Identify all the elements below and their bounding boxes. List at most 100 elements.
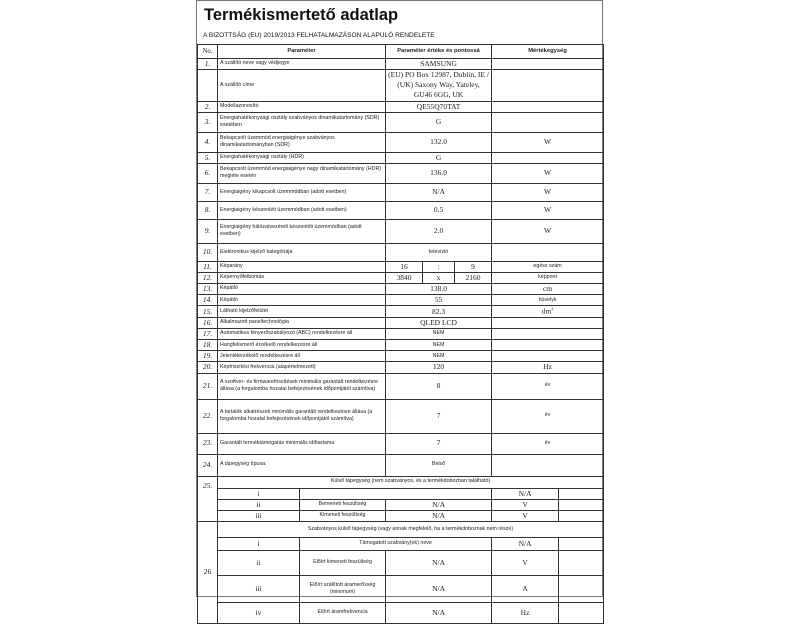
unit-cell: W xyxy=(491,218,605,244)
row-number: 19. xyxy=(197,350,218,363)
parameter-label: A szoftver- és firmwarefrissítések minim… xyxy=(216,372,387,400)
row-number: 14. xyxy=(197,294,218,307)
unit-cell: W xyxy=(491,162,605,184)
unit-cell: év xyxy=(491,398,605,434)
parameter-label: Előírt szállított áramerősség (minimum) xyxy=(298,574,387,603)
unit-label: hüvelyk xyxy=(538,296,557,303)
parameter-label: Bemeneti feszültség xyxy=(298,498,387,511)
parameter-label: Jelenlétérzékelő rendelkezésre áll xyxy=(216,350,387,363)
unit-cell: cm xyxy=(491,282,605,296)
empty-cell xyxy=(558,498,605,511)
item-index: ii xyxy=(217,549,300,576)
parameter-label: Kimeneti feszültség xyxy=(298,509,387,522)
parameter-value: 2.0 xyxy=(385,218,493,244)
section-number: 26 xyxy=(197,520,218,624)
item-index: iv xyxy=(217,601,300,624)
table-row: ii Bemeneti feszültség N/A V xyxy=(198,498,605,511)
table-row: iv Előírt áramfrekvencia N/A Hz xyxy=(198,601,605,624)
parameter-label: Energiahatékonysági osztály (HDR) xyxy=(216,151,387,164)
row-number: 16. xyxy=(197,316,218,330)
parameter-value: G xyxy=(385,111,493,133)
unit-cell xyxy=(491,100,605,113)
unit-cell xyxy=(491,339,605,352)
table-row: i N/A xyxy=(198,487,605,500)
unit-cell: N/A xyxy=(491,536,560,551)
unit-cell: Hz xyxy=(491,361,605,374)
row-number xyxy=(197,69,218,102)
parameter-value: N/A xyxy=(385,601,493,624)
header-value: Paraméter értéke és pontossá xyxy=(385,44,493,59)
parameter-label: Látható kijelzőfelület xyxy=(216,305,387,318)
row-number: 21. xyxy=(197,372,218,400)
table-row: 6. Bekapcsolt üzemmód energiaigénye nagy … xyxy=(197,162,605,184)
empty-cell xyxy=(558,601,605,624)
parameter-label: Energiaigény készenléti üzemmódban (adot… xyxy=(216,200,387,220)
empty-cell xyxy=(558,549,605,576)
unit-cell xyxy=(491,242,605,262)
parameter-value: NEM xyxy=(385,350,493,363)
parameter-label: A szállító neve vagy védjegye xyxy=(216,57,387,71)
value-part: 2160 xyxy=(454,271,493,285)
table-row: 5. Energiahatékonysági osztály (HDR) G xyxy=(197,151,605,164)
row-number: 8. xyxy=(197,200,218,220)
parameter-value: 120 xyxy=(385,361,493,374)
parameter-label: Képfrissítési frekvencia (alapértelmezet… xyxy=(216,361,387,374)
value-separator: : xyxy=(422,260,456,273)
parameter-value: 55 xyxy=(385,294,493,307)
parameter-label: Képátló xyxy=(216,294,387,307)
unit-label: W xyxy=(544,205,552,215)
parameter-value: (EU) PO Box 12987, Dublin, IE / (UK) Sax… xyxy=(385,69,493,102)
unit-cell: egész szám xyxy=(491,260,605,273)
row-number: 9. xyxy=(197,218,218,244)
row-number: 12. xyxy=(197,271,218,285)
unit-cell xyxy=(491,453,605,477)
parameter-label: Bekapcsolt üzemmód energiaigénye nagy di… xyxy=(216,162,387,184)
table-row: 11. Képarány 16:9 egész szám xyxy=(197,260,605,273)
unit-cell xyxy=(491,316,605,330)
unit-label: év xyxy=(544,412,551,419)
row-number: 22. xyxy=(197,398,218,434)
row-number: 11. xyxy=(197,260,218,273)
table-row: 20. Képfrissítési frekvencia (alapértelme… xyxy=(197,361,605,374)
table-row: 14. Képátló 55 hüvelyk xyxy=(197,294,605,307)
table-row: 13. Képátló 138.0 cm xyxy=(197,282,605,296)
section-title: Szabványos külső tápegység (vagy annak m… xyxy=(216,520,605,538)
unit-cell: képpont xyxy=(491,271,605,285)
table-row: iii Kimeneti feszültség N/A V xyxy=(198,509,605,522)
header-unit: Mértékegység xyxy=(491,44,605,59)
table-row: 19. Jelenlétérzékelő rendelkezésre áll NEM xyxy=(197,350,605,363)
parameter-value: 138.0 xyxy=(385,282,493,296)
parameter-value: QLED LCD xyxy=(385,316,493,330)
table-row: 8. Energiaigény készenléti üzemmódban (ad… xyxy=(197,200,605,220)
unit-cell: W xyxy=(491,182,605,202)
unit-cell: év xyxy=(491,432,605,455)
unit-cell xyxy=(491,111,605,133)
empty-cell xyxy=(558,574,605,603)
unit-label: W xyxy=(544,137,552,147)
item-index: iii xyxy=(217,574,300,603)
row-number: 20. xyxy=(197,361,218,374)
parameter-value: N/A xyxy=(385,182,493,202)
unit-label: év xyxy=(544,439,551,446)
unit-cell: W xyxy=(491,200,605,220)
table-row: 3. Energiahatékonysági osztály szabványos… xyxy=(197,111,605,133)
unit-cell: hüvelyk xyxy=(491,294,605,307)
table-row: 17. Automatikus fényerőszabályozó (ABC) r… xyxy=(197,327,605,341)
unit-label: Hz xyxy=(543,362,552,372)
item-index: ii xyxy=(217,498,300,511)
parameter-label: Előírt áramfrekvencia xyxy=(298,601,387,624)
parameter-label: Garantált terméktámogatás minimális időt… xyxy=(216,432,387,455)
unit-label: cm xyxy=(542,284,553,293)
item-index: i xyxy=(217,536,300,551)
value-part: 9 xyxy=(454,260,493,273)
table-row: 21. A szoftver- és firmwarefrissítések mi… xyxy=(197,372,605,400)
parameter-label: Támogatott szabvány(ok) neve xyxy=(298,536,493,551)
value-separator: x xyxy=(422,271,456,285)
parameter-label xyxy=(298,487,493,500)
section25-header-row: 25. Külső tápegység (nem szabványos, és a… xyxy=(197,475,605,522)
unit-cell: V xyxy=(491,498,560,511)
unit-cell: Hz xyxy=(491,601,560,624)
table-row: 15. Látható kijelzőfelület 82.3 dm2 xyxy=(197,305,605,318)
row-number: 15. xyxy=(197,305,218,318)
unit-cell xyxy=(491,151,605,164)
